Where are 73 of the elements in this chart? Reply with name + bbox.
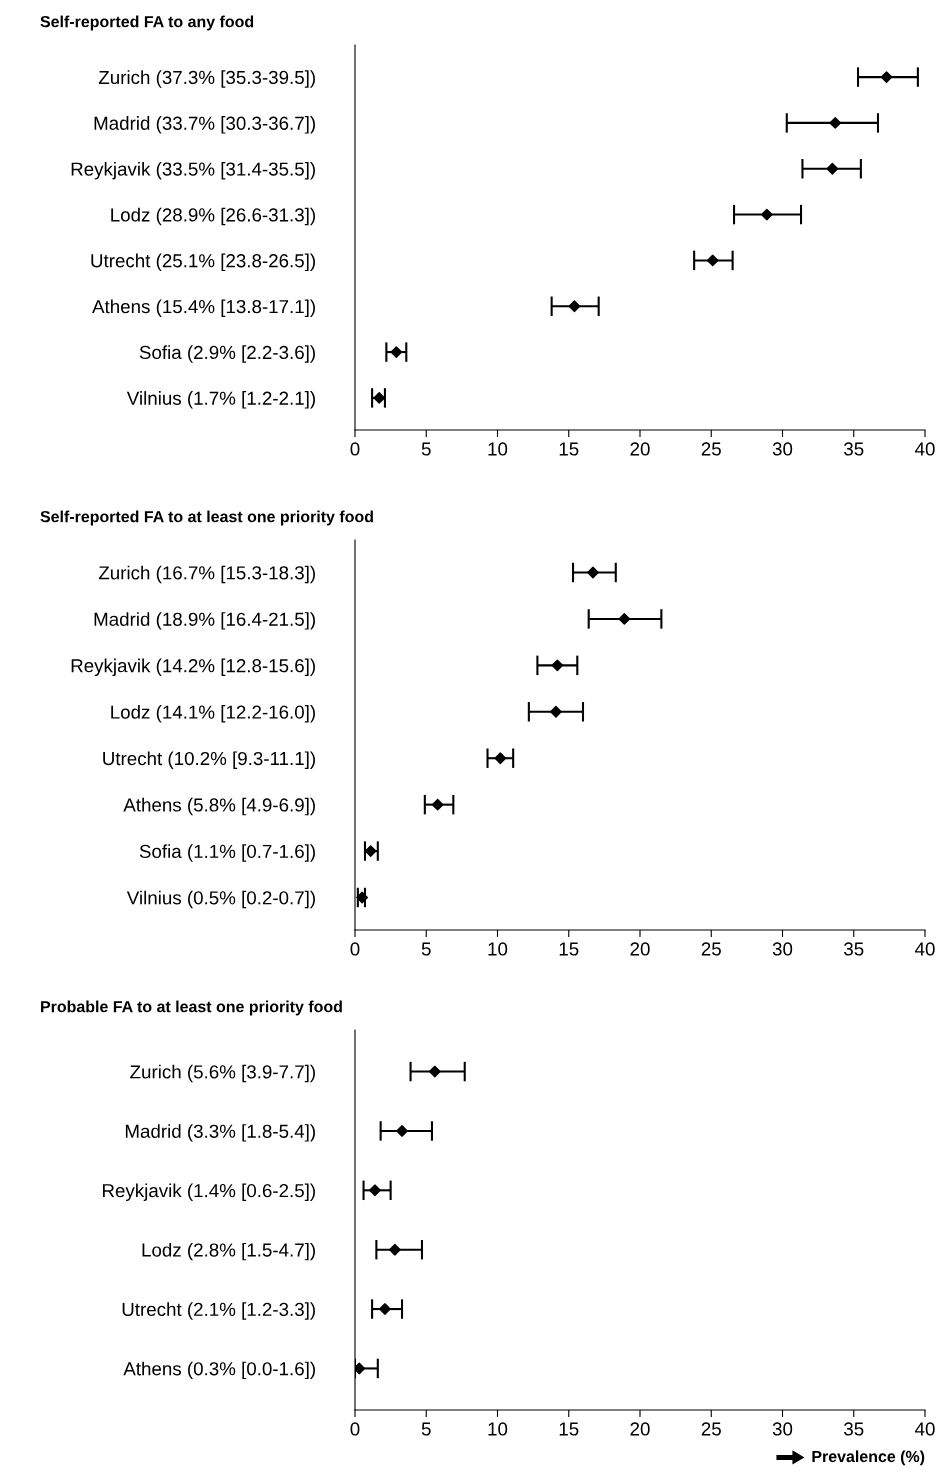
- point: [568, 300, 581, 313]
- point: [826, 162, 839, 175]
- y-tick-label: Sofia (2.9% [2.2-3.6]): [139, 345, 315, 363]
- point: [431, 798, 444, 811]
- point: [356, 891, 369, 904]
- y-tick-label: Vilnius (1.7% [1.2-2.1]): [126, 391, 315, 409]
- x-tick-label: 5: [421, 1422, 431, 1436]
- x-tick-label: 15: [559, 1422, 579, 1436]
- point: [551, 659, 564, 672]
- point: [428, 1065, 441, 1078]
- text: Self-reported FA to any food: [40, 15, 254, 31]
- x-tick-label: 40: [915, 1422, 935, 1436]
- y-tick-label: Athens (0.3% [0.0-1.6]): [123, 1361, 315, 1380]
- y-tick-label: Madrid (3.3% [1.8-5.4]): [125, 1124, 315, 1142]
- x-tick-label: 40: [915, 442, 935, 456]
- x-tick-label: 25: [701, 1422, 721, 1436]
- y-tick-label: Reykjavik (14.2% [12.8-15.6]): [71, 658, 315, 677]
- point: [494, 752, 507, 765]
- x-tick-label: 30: [772, 1422, 793, 1436]
- point: [706, 254, 719, 267]
- x-tick-label: 0: [350, 442, 360, 456]
- point: [396, 1125, 408, 1137]
- x-tick-label: 25: [701, 442, 721, 456]
- y-tick-label: Athens (15.4% [13.8-17.1]): [92, 299, 315, 317]
- y-tick-label: Zurich (37.3% [35.3-39.5]): [98, 70, 315, 88]
- x-tick-label: 0: [350, 1422, 360, 1436]
- x-tick-label: 35: [844, 1422, 864, 1436]
- y-tick-label: Utrecht (25.1% [23.8-26.5]): [91, 253, 315, 272]
- x-tick-label: 20: [630, 1422, 650, 1436]
- x-tick-label: 20: [630, 442, 650, 456]
- x-tick-label: 40: [915, 942, 935, 956]
- point: [389, 1243, 401, 1256]
- x-tick-label: 10: [488, 442, 508, 456]
- y-tick-label: Zurich (5.6% [3.9-7.7]): [130, 1064, 315, 1083]
- x-tick-label: 35: [844, 442, 864, 456]
- point: [880, 71, 893, 83]
- y-tick-label: Reykjavik (33.5% [31.4-35.5]): [71, 161, 315, 180]
- y-tick-label: Madrid (18.9% [16.4-21.5]): [94, 612, 315, 630]
- point: [369, 1184, 381, 1197]
- x-tick-label: 20: [630, 942, 650, 956]
- x-axis-title: Prevalence (%): [812, 1450, 925, 1466]
- x-tick-label: 30: [772, 942, 793, 956]
- y-tick-label: Zurich (16.7% [15.3-18.3]): [98, 565, 315, 584]
- point: [760, 208, 773, 221]
- x-tick-label: 5: [421, 442, 431, 456]
- point: [355, 1362, 366, 1375]
- y-tick-label: Vilnius (0.5% [0.2-0.7]): [126, 890, 315, 909]
- x-tick-label: 15: [559, 442, 579, 456]
- y-tick-label: Athens (5.8% [4.9-6.9]): [123, 797, 315, 816]
- x-tick-label: 15: [559, 942, 579, 956]
- x-tick-label: 0: [350, 942, 360, 956]
- y-tick-label: Lodz (28.9% [26.6-31.3]): [111, 207, 315, 226]
- point: [618, 613, 631, 625]
- x-tick-label: 10: [488, 942, 508, 956]
- point: [379, 1303, 391, 1315]
- x-tick-label: 35: [844, 942, 864, 956]
- point: [587, 566, 599, 579]
- y-tick-label: Lodz (14.1% [12.2-16.0]): [111, 704, 315, 723]
- y-tick-label: Lodz (2.8% [1.5-4.7]): [142, 1242, 315, 1261]
- y-tick-label: Utrecht (10.2% [9.3-11.1]): [103, 751, 315, 769]
- point: [550, 705, 562, 718]
- x-tick-label: 10: [488, 1422, 508, 1436]
- x-tick-label: 5: [421, 942, 431, 956]
- point: [390, 346, 403, 358]
- y-tick-label: Madrid (33.7% [30.3-36.7]): [94, 116, 315, 134]
- text: Probable FA to at least one priority food: [41, 1000, 342, 1016]
- point: [829, 117, 842, 129]
- x-tick-label: 30: [772, 442, 793, 456]
- y-tick-label: Utrecht (2.1% [1.2-3.3]): [122, 1302, 315, 1320]
- text: Self-reported FA to at least one priority food: [40, 510, 373, 526]
- y-tick-label: Reykjavik (1.4% [0.6-2.5]): [103, 1183, 315, 1201]
- y-tick-label: Sofia (1.1% [0.7-1.6]): [139, 844, 315, 862]
- x-tick-label: 25: [701, 942, 721, 956]
